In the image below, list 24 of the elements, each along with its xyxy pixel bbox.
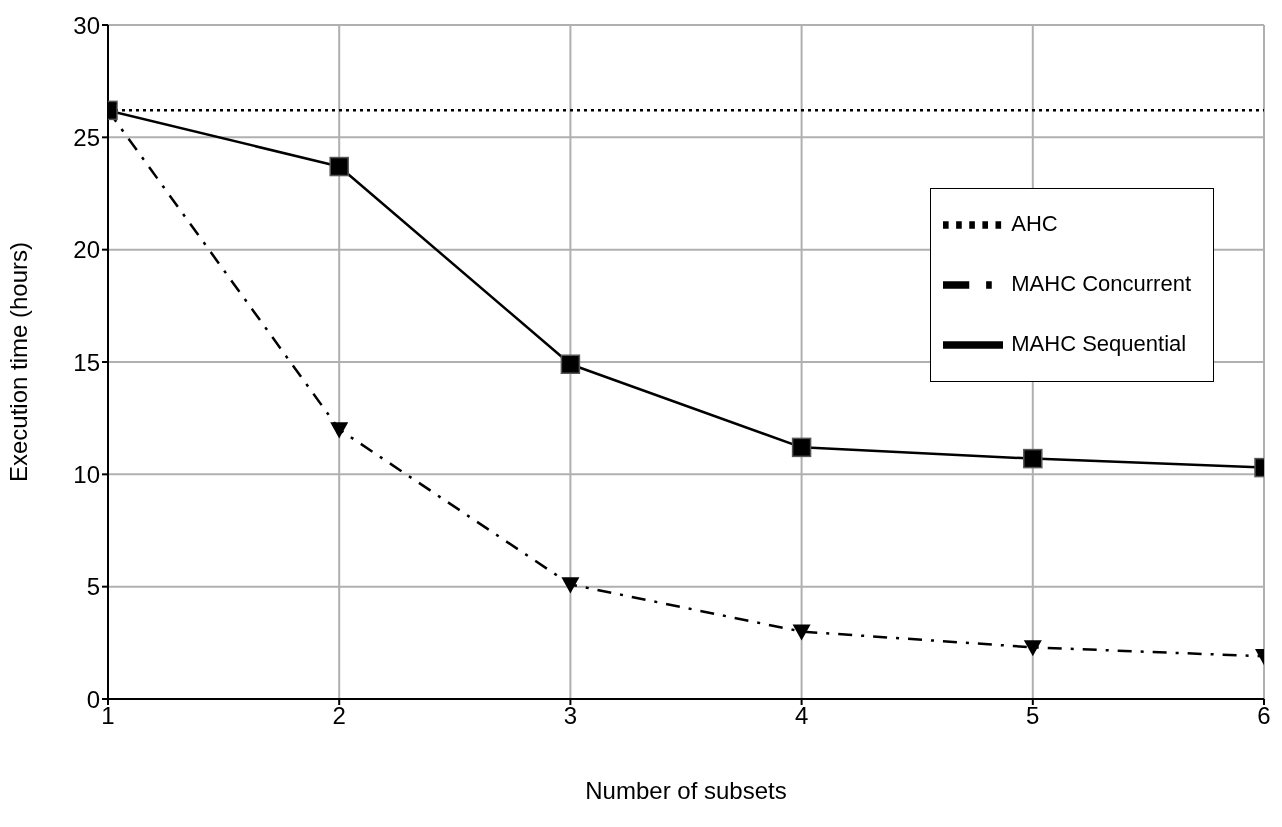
x-axis-title: Number of subsets [585, 777, 787, 804]
x-tick-label: 6 [1257, 702, 1271, 730]
y-tick-label: 30 [73, 11, 100, 39]
point [791, 437, 812, 458]
y-tick-label: 10 [73, 460, 100, 488]
point [330, 422, 349, 439]
point [561, 577, 580, 594]
y-tick-label: 0 [86, 685, 100, 713]
point [792, 624, 811, 641]
y-tick-label: 20 [73, 236, 100, 264]
y-tick-label: 25 [73, 123, 100, 151]
point [329, 156, 349, 177]
y-axis-title: Execution time (hours) [4, 241, 32, 483]
legend-label: MAHC Sequential [1011, 330, 1187, 356]
legend-label: MAHC Concurrent [1011, 270, 1191, 296]
x-tick-label: 2 [332, 702, 346, 730]
y-tick-label: 5 [86, 573, 100, 601]
x-tick-label: 4 [794, 702, 809, 730]
x-tick-label: 1 [101, 702, 115, 730]
x-tick-label: 3 [563, 702, 578, 730]
y-tick-label: 15 [73, 348, 100, 376]
point [560, 354, 581, 374]
legend-label: AHC [1011, 210, 1058, 236]
x-tick-label: 5 [1026, 702, 1040, 730]
